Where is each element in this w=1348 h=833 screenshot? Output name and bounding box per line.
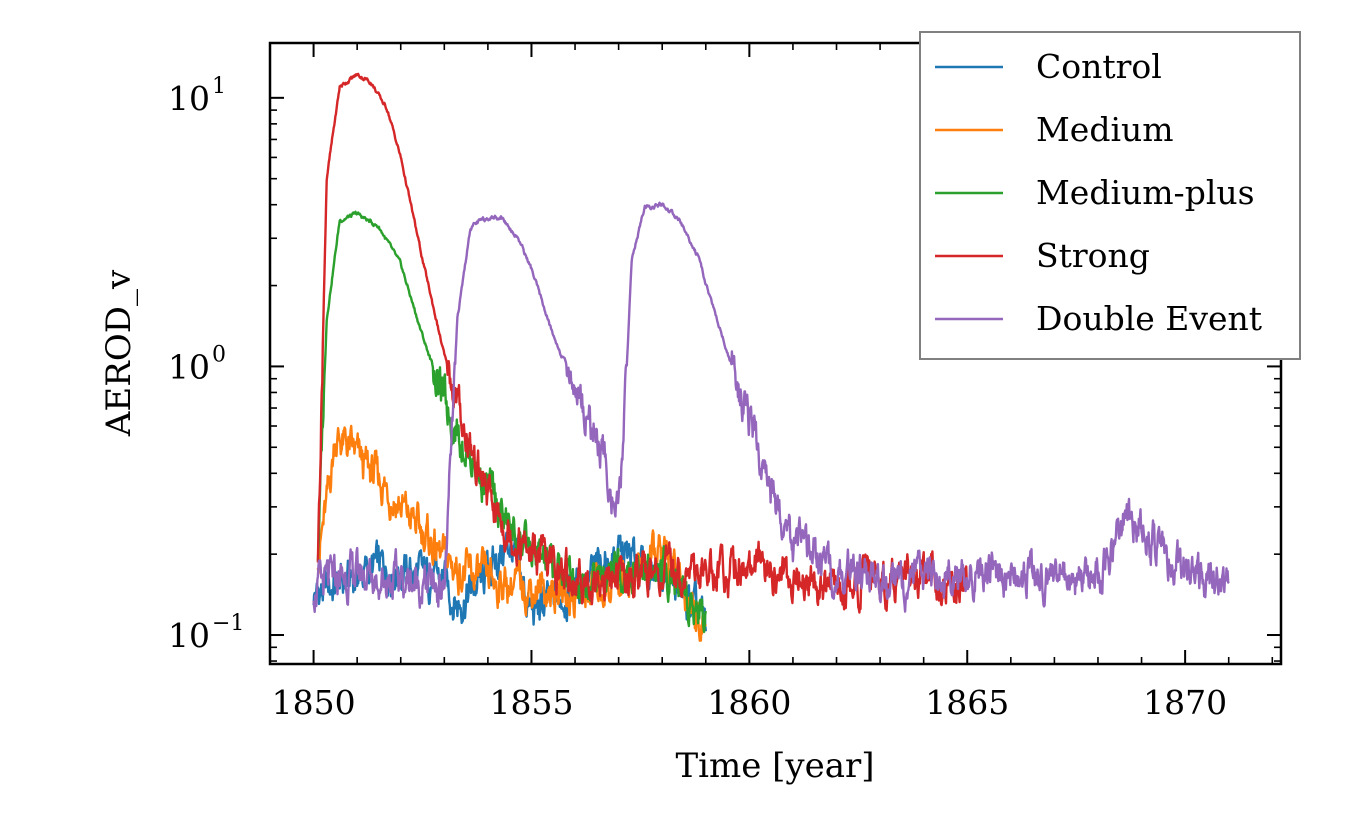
y-tick-label: 10 [168, 79, 210, 118]
series-line-double-event [312, 201, 1230, 614]
x-tick-label: 1865 [925, 683, 1009, 722]
x-tick-label: 1870 [1143, 683, 1227, 722]
legend-label: Control [1036, 47, 1162, 86]
y-tick-exponent: 0 [212, 342, 226, 367]
legend-label: Medium [1036, 110, 1174, 149]
x-tick-label: 1855 [489, 683, 573, 722]
series-layer [312, 72, 1230, 642]
y-tick-label: 10 [168, 616, 210, 655]
legend-label: Medium-plus [1036, 173, 1255, 212]
legend: Control Medium Medium-plus Strong Double Eve… [919, 31, 1301, 360]
y-tick-exponent: 1 [212, 74, 226, 99]
y-axis-label: AEROD_v [99, 269, 139, 437]
x-tick-label: 1860 [707, 683, 791, 722]
legend-box [919, 31, 1301, 360]
x-axis-label: Time [year] [675, 746, 874, 786]
series-line-strong [316, 72, 969, 614]
legend-label: Strong [1036, 236, 1150, 275]
legend-label: Double Event [1036, 299, 1262, 338]
y-tick-label: 10 [168, 347, 210, 386]
y-tick-exponent: −1 [212, 611, 244, 636]
series-line-control [312, 531, 707, 632]
x-tick-label: 1850 [272, 683, 356, 722]
